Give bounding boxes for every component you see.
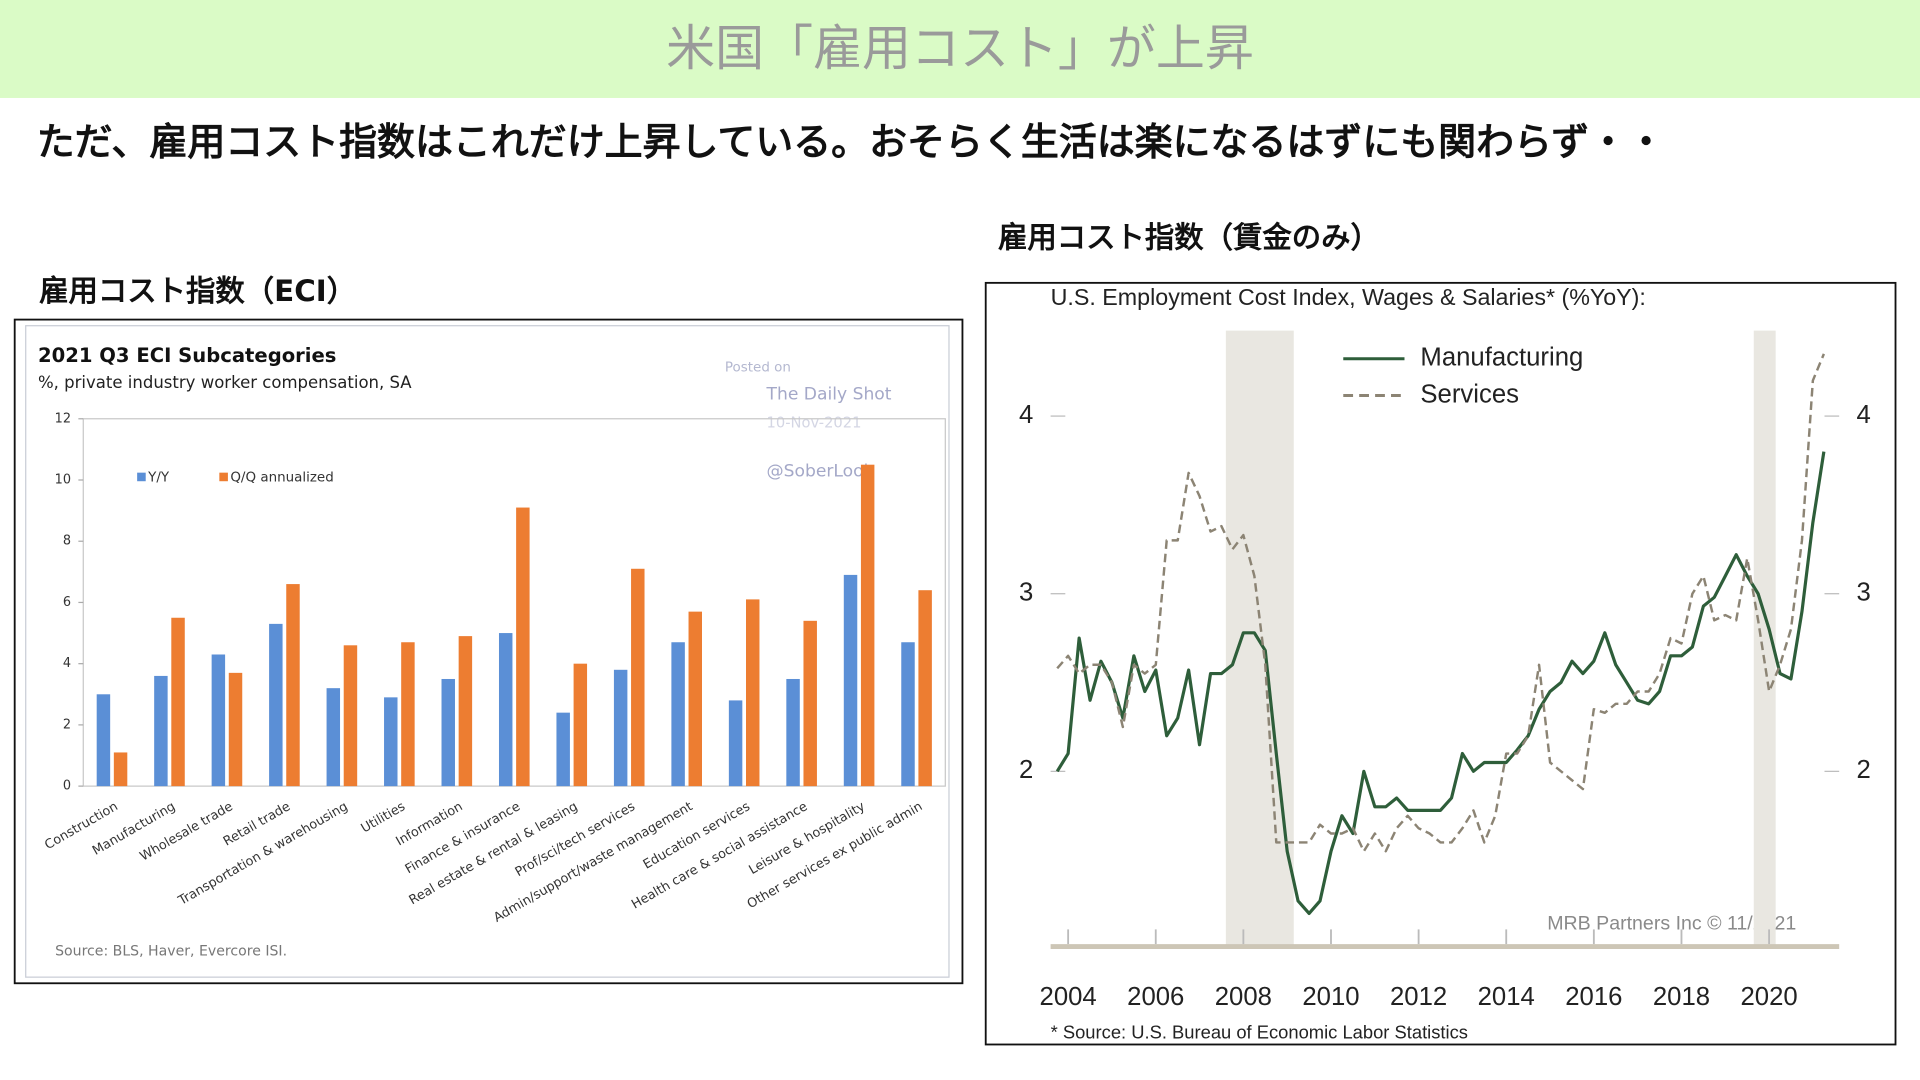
legend-label: Y/Y [147, 471, 170, 486]
x-tick-label: 2016 [1565, 983, 1622, 1011]
x-tick-label: 2004 [1040, 983, 1097, 1011]
bar [441, 678, 455, 787]
x-tick-label: 2010 [1302, 983, 1359, 1011]
bar [498, 633, 513, 787]
header-band [0, 0, 1920, 98]
bar [786, 678, 800, 787]
legend-swatch [137, 472, 146, 482]
bar-title: 2021 Q3 ECI Subcategories [38, 344, 337, 367]
legend-label: Services [1420, 380, 1519, 408]
x-tick-label: 2018 [1653, 983, 1710, 1011]
y-tick-label: 8 [63, 534, 71, 549]
x-tick-label: 2008 [1215, 983, 1272, 1011]
y-tick-label: 12 [55, 411, 71, 426]
watermark: The Daily Shot [766, 384, 892, 404]
y-tick-label: 2 [1019, 756, 1033, 784]
bar [516, 507, 530, 787]
bar [688, 611, 702, 787]
right-heading: 雇用コスト指数（賃金のみ） [998, 220, 1380, 254]
bar [803, 620, 817, 787]
x-tick-label: 2014 [1478, 983, 1535, 1011]
bar [154, 675, 168, 787]
y-tick-label: 0 [63, 779, 71, 794]
bar [556, 712, 570, 787]
y2-tick-label: 2 [1857, 756, 1871, 784]
bar [211, 654, 226, 787]
bar [96, 694, 111, 787]
bar [573, 663, 588, 787]
legend-label: Manufacturing [1420, 344, 1583, 372]
recession-shade [1225, 330, 1294, 947]
bar [113, 752, 128, 787]
x-tick-label: 2012 [1390, 983, 1447, 1011]
bar [728, 700, 743, 787]
y-tick-label: 2 [63, 717, 71, 732]
slide-title: 米国「雇用コスト」が上昇 [666, 20, 1254, 77]
legend-label: Q/Q annualized [230, 471, 333, 486]
bar [343, 645, 358, 787]
series-line [1055, 451, 1826, 916]
y-tick-label: 4 [1019, 401, 1033, 429]
y-tick-label: 4 [63, 656, 71, 671]
y2-tick-label: 3 [1857, 579, 1871, 607]
bar [746, 599, 760, 787]
bar [901, 642, 915, 787]
bar [384, 697, 398, 787]
y-tick-label: 6 [63, 595, 71, 610]
bar [613, 669, 628, 787]
bar [671, 642, 685, 787]
bar [401, 642, 415, 787]
watermark: 10-Nov-2021 [767, 415, 862, 432]
bar [458, 636, 473, 787]
bar [918, 590, 932, 787]
legend-swatch [219, 472, 228, 482]
bar [860, 464, 875, 787]
y-tick-label: 3 [1019, 579, 1033, 607]
bar [228, 672, 243, 787]
watermark: Posted on [725, 360, 791, 375]
line-credit: MRB Partners Inc © 11/2021 [1547, 913, 1796, 935]
bar [631, 568, 645, 787]
line-title: U.S. Employment Cost Index, Wages & Sala… [1051, 284, 1646, 310]
y2-tick-label: 4 [1857, 401, 1871, 429]
bar [843, 574, 858, 787]
y-tick-label: 10 [55, 473, 71, 488]
x-tick-label: 2020 [1740, 983, 1797, 1011]
slide-subtitle: ただ、雇用コスト指数はこれだけ上昇している。おそらく生活は楽になるはずにも関わら… [37, 120, 1665, 164]
watermark: @SoberLook [767, 461, 874, 481]
bar [171, 617, 185, 787]
x-tick-label: 2006 [1127, 983, 1184, 1011]
left-heading: 雇用コスト指数（ECI） [39, 274, 356, 308]
line-source: * Source: U.S. Bureau of Economic Labor … [1051, 1021, 1468, 1042]
bar [269, 623, 283, 787]
bar [326, 688, 341, 787]
bar [286, 584, 300, 787]
bar-subtitle: %, private industry worker compensation,… [38, 373, 412, 392]
bar-source: Source: BLS, Haver, Evercore ISI. [55, 943, 287, 959]
series-line [1056, 353, 1826, 853]
recession-shade [1753, 330, 1776, 947]
